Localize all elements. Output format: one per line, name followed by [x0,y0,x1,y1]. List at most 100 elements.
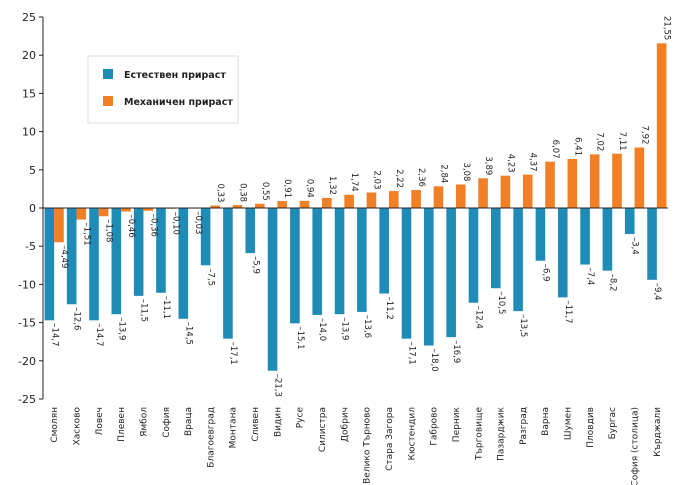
y-tick-label: 10 [22,126,36,139]
value-label-migration-18: 3,08 [461,163,471,182]
bar-natural-19 [468,208,479,303]
category-label-7: Благоевград [206,407,216,468]
legend-swatch-0 [103,69,113,79]
y-tick-label: -25 [18,393,36,406]
value-labels: –14,7 –12,6 –14,7 –13,9 –11,5 –11,1 –14,5 –7,5 –… [49,16,671,397]
category-label-13: Добрич [340,407,350,442]
bar-natural-7 [200,208,211,266]
category-label-0: Смолян [50,407,60,443]
category-label-12: Силистра [318,407,328,452]
category-label-16: Кюстендил [407,407,417,460]
value-label-migration-11: 0,94 [305,179,315,198]
category-label-10: Видин [273,407,283,437]
value-label-migration-4: –0,36 [148,214,158,237]
bar-natural-6 [178,208,189,319]
bar-natural-10 [267,208,278,371]
bar-migration-10 [277,201,287,208]
bar-natural-8 [223,208,233,339]
bar-natural-13 [334,208,345,315]
value-label-migration-1: –1,51 [81,223,91,246]
y-tick-label: -5 [25,240,36,253]
y-tick-label: 5 [29,164,36,177]
value-label-natural-27: –9,4 [652,283,662,301]
value-label-natural-24: –7,4 [585,268,595,286]
category-label-17: Габрово [430,407,440,446]
value-label-natural-12: –14,0 [317,318,327,341]
value-label-migration-6: –0,03 [193,211,203,234]
category-label-24: Пловдив [586,407,596,448]
value-label-natural-26: –3,4 [630,237,640,255]
bar-natural-21 [513,208,523,312]
category-label-21: Разград [519,407,529,445]
value-label-natural-20: –10,5 [496,291,506,314]
bar-natural-4 [133,208,144,296]
value-label-natural-10: –21,3 [273,374,283,397]
category-label-4: Ямбол [139,407,149,437]
value-label-natural-16: –17,1 [407,342,417,365]
value-label-natural-8: –17,1 [228,342,238,365]
value-label-natural-22: –6,9 [540,264,550,282]
value-label-migration-8: 0,38 [238,183,248,202]
bar-natural-5 [156,208,166,293]
bar-migration-24 [589,154,600,208]
bar-migration-15 [388,191,399,208]
value-label-migration-15: 2,22 [394,169,404,188]
bar-natural-3 [111,208,122,315]
y-tick-label: -20 [18,355,36,368]
bar-natural-24 [580,208,590,265]
category-label-8: Монтана [229,407,239,448]
category-label-27: Кърджали [653,407,663,457]
category-label-18: Перник [452,406,462,442]
bar-natural-12 [312,208,323,315]
value-label-migration-22: 6,07 [550,140,560,159]
category-label-22: Варна [541,407,551,436]
y-axis: -25 -20 -15 -10 -5 0 5 10 15 20 25 [18,11,44,406]
bar-natural-25 [602,208,613,271]
category-labels: Смолян Хасково Ловеч Плевен Ямбол София Враца Б… [50,406,663,485]
value-label-migration-14: 2,03 [371,171,381,190]
value-label-natural-15: –11,2 [384,297,394,320]
value-label-natural-0: –14,7 [49,323,59,346]
value-label-natural-9: –5,9 [250,256,260,274]
bars [44,43,667,371]
bar-natural-20 [490,208,501,289]
category-label-25: Бургас [608,407,618,439]
value-label-migration-10: 0,91 [282,179,292,198]
value-label-migration-25: 7,11 [617,132,627,151]
bar-migration-18 [455,184,466,208]
bar-migration-21 [522,174,533,208]
bar-migration-27 [656,43,667,208]
bar-migration-0 [54,208,64,243]
value-label-natural-4: –11,5 [139,299,149,322]
bar-natural-26 [624,208,635,234]
y-tick-label: 0 [29,202,36,215]
bar-migration-13 [344,194,354,208]
bar-natural-27 [647,208,657,280]
value-label-natural-13: –13,9 [340,317,350,340]
category-label-14: Велико Търново [363,407,373,484]
bar-migration-1 [76,208,87,220]
bar-natural-18 [446,208,456,338]
category-label-23: Шумен [564,407,574,440]
bar-migration-17 [433,186,444,208]
bar-migration-20 [500,175,511,208]
legend-label-1: Механичен прираст [124,97,233,108]
bar-migration-4 [143,208,154,211]
value-label-natural-1: –12,6 [72,307,82,330]
bar-natural-15 [379,208,389,294]
bar-migration-2 [98,208,109,217]
legend-swatch-1 [103,96,113,106]
value-label-migration-27: 21,55 [662,16,672,40]
value-label-natural-14: –13,6 [362,315,372,338]
bar-migration-16 [411,189,421,208]
value-label-natural-2: –14,7 [94,323,104,346]
value-label-natural-25: –8,2 [607,274,617,292]
category-label-3: Плевен [117,407,127,442]
value-label-migration-16: 2,36 [416,168,426,187]
y-tick-label: 15 [22,87,36,100]
bar-natural-11 [290,208,300,324]
value-label-migration-7: 0,33 [215,184,225,203]
value-label-migration-13: 1,74 [349,173,359,192]
y-tick-label: -10 [18,278,36,291]
